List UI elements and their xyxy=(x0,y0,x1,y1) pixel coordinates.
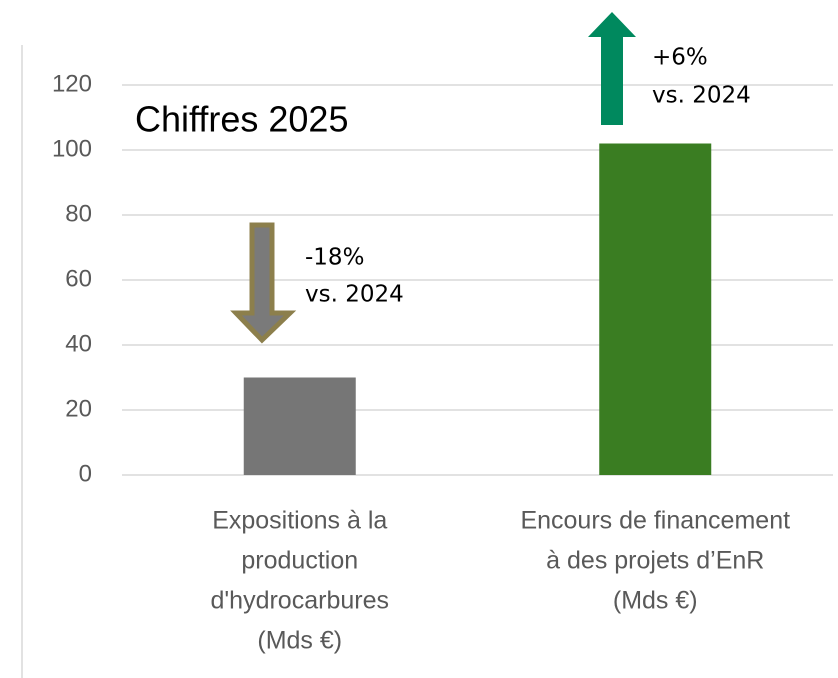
x-tick-label: (Mds €) xyxy=(257,627,342,655)
bar xyxy=(243,377,356,475)
y-tick-label: 120 xyxy=(52,70,92,97)
annotation: -18% xyxy=(305,245,364,271)
y-tick-label: 20 xyxy=(65,395,92,422)
y-tick-label: 100 xyxy=(52,135,92,162)
x-tick-label: d'hydrocarbures xyxy=(211,587,389,615)
annotation: vs. 2024 xyxy=(305,282,404,308)
y-tick-label: 80 xyxy=(65,200,92,227)
y-tick-label: 0 xyxy=(79,460,92,487)
x-tick-label: Expositions à la xyxy=(212,507,387,535)
annotation: +6% xyxy=(652,45,708,71)
bar xyxy=(599,143,712,475)
chart-title: Chiffres 2025 xyxy=(135,99,348,140)
x-tick-label: (Mds €) xyxy=(613,587,698,615)
down-arrow xyxy=(230,222,297,344)
up-arrow xyxy=(588,12,636,125)
x-tick-label: à des projets d’EnR xyxy=(546,547,764,575)
x-tick-label: Encours de financement xyxy=(520,507,790,535)
y-tick-label: 40 xyxy=(65,330,92,357)
annotation: vs. 2024 xyxy=(652,83,751,109)
x-tick-label: production xyxy=(241,547,358,575)
y-tick-label: 60 xyxy=(65,265,92,292)
